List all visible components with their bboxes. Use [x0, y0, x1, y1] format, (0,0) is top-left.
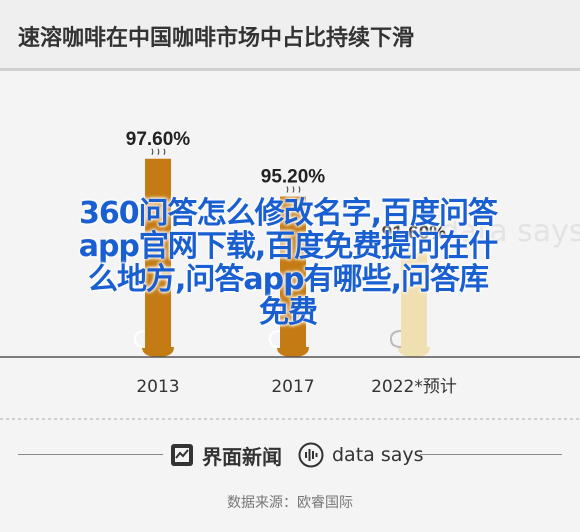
steam-icon: [151, 148, 166, 156]
datasays-logo: data says: [298, 438, 424, 472]
x-tick-label: 2017: [271, 377, 314, 397]
steam-icon: [286, 186, 301, 193]
title-divider: [0, 68, 580, 71]
watermark-text: data says: [440, 214, 580, 249]
bar: [145, 158, 171, 347]
bar-saucer: [142, 347, 174, 357]
overlay-spam-text: 360问答怎么修改名字,百度问答 app官网下载,百度免费提问在什 么地方,问答…: [8, 197, 568, 329]
overlay-line-3: 么地方,问答app有哪些,问答库: [88, 262, 489, 297]
bar: [280, 196, 306, 347]
cup-handle-icon: [389, 330, 402, 348]
footer-rule-right: [420, 454, 562, 455]
x-tick-label: 2013: [136, 377, 179, 397]
cup-handle-icon: [133, 330, 146, 348]
x-tick-label: 2022*预计: [371, 377, 457, 397]
footer-rule-left: [18, 454, 163, 455]
jiemian-logo: 界面新闻: [170, 438, 282, 472]
steam-icon: [407, 242, 422, 250]
data-source: 数据来源：欧睿国际: [227, 495, 353, 511]
bar-value-label: 91.60%: [382, 223, 447, 244]
header: 速溶咖啡在中国咖啡市场中占比持续下滑: [0, 0, 580, 68]
cup-handle-icon: [268, 330, 281, 348]
bar: [401, 253, 427, 347]
overlay-line-2: app官网下载,百度免费提问在什: [78, 229, 499, 264]
bar-value-label: 97.60%: [126, 129, 191, 150]
overlay-line-4: 免费: [259, 295, 318, 330]
bar-value-label: 95.20%: [261, 167, 326, 188]
brand2-name: data says: [332, 444, 424, 466]
brand1-name: 界面新闻: [202, 444, 282, 469]
bar-saucer: [277, 347, 309, 357]
bar-saucer: [398, 347, 430, 357]
overlay-line-1: 360问答怎么修改名字,百度问答: [78, 196, 498, 231]
bar-chart: data says 97.60% 2013 95.20% 2017 91.60% 2022…: [0, 129, 580, 420]
jiemian-logo-icon: [171, 444, 193, 466]
chart-title: 速溶咖啡在中国咖啡市场中占比持续下滑: [18, 26, 415, 51]
datasays-logo-icon: [298, 442, 324, 468]
